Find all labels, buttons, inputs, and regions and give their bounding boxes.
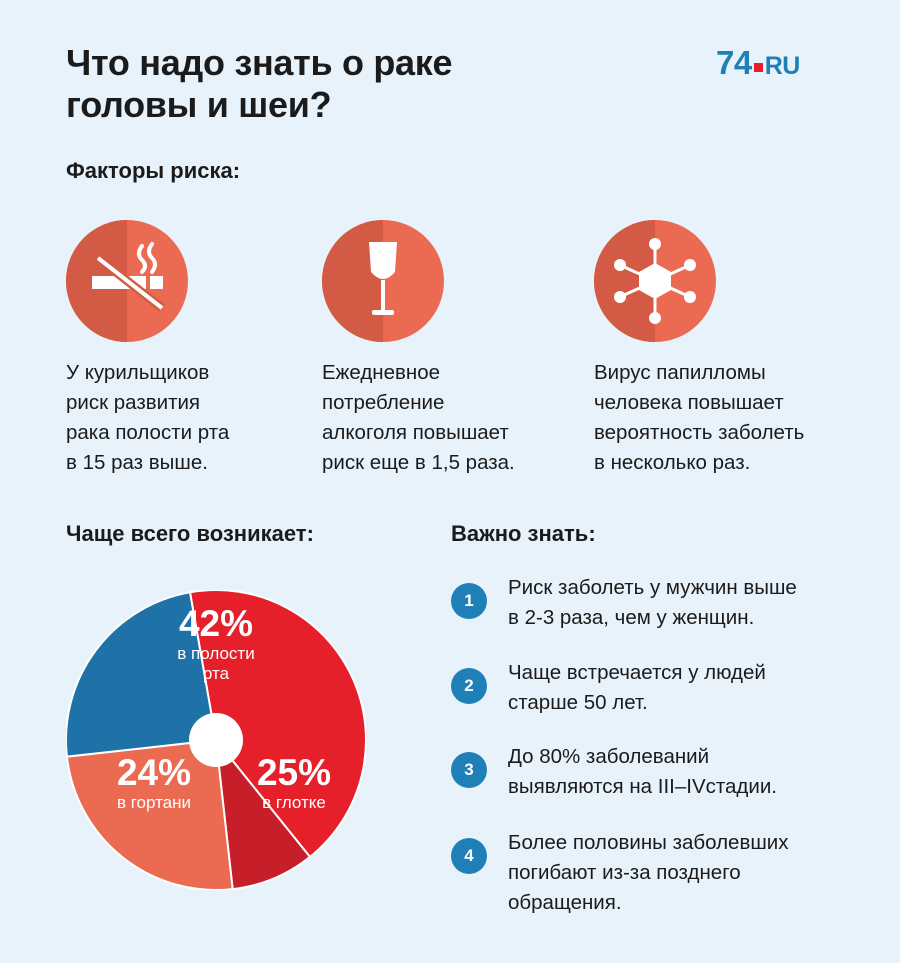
title-line-2: головы и шеи? [66,84,332,125]
fact-line: старше 50 лет. [508,691,648,714]
pie-label-pharynx: 25% в глотке [214,753,374,813]
pie-value-label: 42% [178,603,254,644]
risk-alcohol-line: алкоголя повышает [322,421,509,444]
fact-line: Чаще встречается у людей [508,661,766,684]
fact-line: погибают из-за позднего [508,861,741,884]
fact-number-badge: 2 [451,668,487,704]
risk-smoking-line: У курильщиков [66,361,210,384]
fact-line: обращения. [508,891,622,914]
risk-virus-line: вероятность заболеть [594,421,805,444]
pie-label-larynx: 24% в гортани [74,753,234,813]
fact-text: Чаще встречается у людей старше 50 лет. [508,658,766,718]
risk-virus-line: в несколько раз. [594,451,751,474]
logo-dot-icon [753,63,763,72]
risk-virus-line: человека повышает [594,391,784,414]
risk-alcohol-line: потребление [322,391,445,414]
wine-glass-icon [322,220,444,342]
no-smoking-icon [66,220,188,342]
page-title: Что надо знать о раке головы и шеи? [66,42,586,126]
fact-line: выявляются на III–IVстадии. [508,775,777,798]
risk-smoking-text: У курильщиков риск развития рака полости… [66,358,326,478]
pie-slice [188,590,366,859]
fact-text: Риск заболеть у мужчин выше в 2-3 раза, … [508,573,797,633]
pie-center-hole [189,713,243,767]
fact-text: До 80% заболеваний выявляются на III–IVс… [508,742,777,802]
risk-smoking-line: риск развития [66,391,201,414]
pie-chart-svg [66,590,366,890]
fact-number-badge: 1 [451,583,487,619]
risk-alcohol-line: риск еще в 1,5 раза. [322,451,515,474]
risk-factors-heading: Факторы риска: [66,158,241,183]
pie-slice [214,736,312,890]
logo-main: 74 [716,44,752,81]
virus-icon [594,220,716,342]
occurrence-heading: Чаще всего возникает: [66,521,314,546]
fact-line: в 2-3 раза, чем у женщин. [508,606,755,629]
risk-alcohol-text: Ежедневное потребление алкоголя повышает… [322,358,582,478]
pie-category-label: в глотке [262,793,326,812]
pie-chart: 42% в полости рта 25% в глотке 24% в гор… [66,590,366,890]
pie-category-label: в гортани [116,793,192,812]
fact-line: Риск заболеть у мужчин выше [508,576,797,599]
fact-text: Более половины заболевших погибают из-за… [508,828,789,918]
fact-line: Более половины заболевших [508,831,789,854]
risk-smoking-line: в 15 раз выше. [66,451,208,474]
risk-smoking-line: рака полости рта [66,421,230,444]
pie-slice [66,738,234,890]
pie-value-label: 24% [116,752,192,793]
risk-alcohol-line: Ежедневное [322,361,441,384]
pie-slice [66,591,218,758]
pie-category-label: в полости рта [177,644,255,683]
title-line-1: Что надо знать о раке [66,42,453,83]
fact-number-badge: 4 [451,838,487,874]
risk-virus-line: Вирус папилломы [594,361,766,384]
fact-line: До 80% заболеваний [508,745,710,768]
fact-number-badge: 3 [451,752,487,788]
site-logo[interactable]: 74 RU [716,44,800,82]
risk-virus-text: Вирус папилломы человека повышает вероят… [594,358,854,478]
pie-label-mouth: 42% в полости рта [136,604,296,684]
pie-value-label: 25% [256,752,332,793]
logo-suffix: RU [764,52,801,80]
important-heading: Важно знать: [451,521,596,546]
